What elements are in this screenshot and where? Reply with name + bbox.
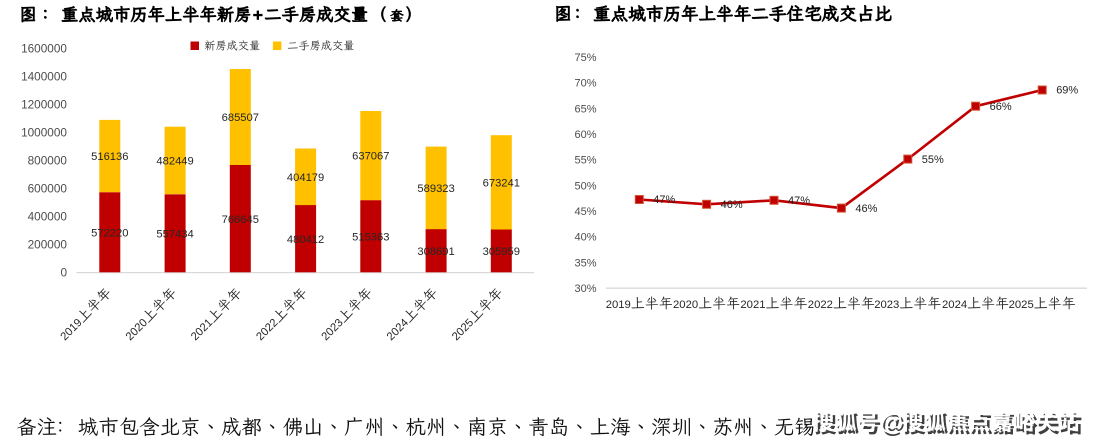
svg-text:673241: 673241 [483, 178, 520, 190]
svg-text:35%: 35% [574, 257, 596, 269]
svg-text:30%: 30% [574, 283, 596, 295]
svg-text:46%: 46% [721, 199, 743, 211]
svg-text:2022: 2022 [808, 299, 833, 311]
svg-text:600000: 600000 [28, 181, 68, 195]
svg-text:516136: 516136 [91, 151, 128, 163]
svg-text:557434: 557434 [156, 228, 193, 240]
svg-text:305959: 305959 [483, 246, 520, 258]
svg-text:800000: 800000 [28, 153, 68, 167]
svg-text:40%: 40% [574, 232, 596, 244]
svg-text:1600000: 1600000 [21, 41, 67, 55]
svg-text:45%: 45% [574, 206, 596, 218]
svg-text:46%: 46% [855, 203, 877, 215]
svg-text:0: 0 [60, 265, 67, 279]
svg-text:60%: 60% [574, 129, 596, 141]
svg-text:1200000: 1200000 [21, 97, 67, 111]
svg-text:69%: 69% [1056, 85, 1078, 97]
svg-text:2021: 2021 [740, 299, 765, 311]
svg-text:572220: 572220 [91, 227, 128, 239]
svg-text:50%: 50% [574, 180, 596, 192]
svg-text:75%: 75% [574, 52, 596, 64]
svg-text:589323: 589323 [417, 183, 454, 195]
svg-text:@: @ [879, 409, 902, 436]
svg-text:55%: 55% [922, 154, 944, 166]
svg-text:55%: 55% [574, 155, 596, 167]
svg-text:70%: 70% [574, 78, 596, 90]
svg-text:482449: 482449 [156, 156, 193, 168]
svg-text:47%: 47% [788, 195, 810, 207]
svg-text:2025: 2025 [1009, 299, 1034, 311]
svg-text:515363: 515363 [352, 231, 389, 243]
svg-text:1400000: 1400000 [21, 69, 67, 83]
svg-text:65%: 65% [574, 103, 596, 115]
svg-text:637067: 637067 [352, 151, 389, 163]
svg-text:2019: 2019 [606, 299, 631, 311]
svg-text:47%: 47% [653, 194, 675, 206]
svg-text:766645: 766645 [222, 214, 259, 226]
svg-text:308691: 308691 [417, 246, 454, 258]
svg-text:2020: 2020 [673, 299, 698, 311]
svg-text:400000: 400000 [28, 209, 68, 223]
svg-text:1000000: 1000000 [21, 125, 67, 139]
svg-text:685507: 685507 [222, 112, 259, 124]
svg-text:404179: 404179 [287, 172, 324, 184]
svg-text:66%: 66% [990, 101, 1012, 113]
svg-text:2023: 2023 [874, 299, 899, 311]
svg-text:480412: 480412 [287, 234, 324, 246]
svg-text:@: @ [882, 412, 905, 439]
svg-text:200000: 200000 [28, 237, 68, 251]
svg-text:2024: 2024 [942, 299, 967, 311]
